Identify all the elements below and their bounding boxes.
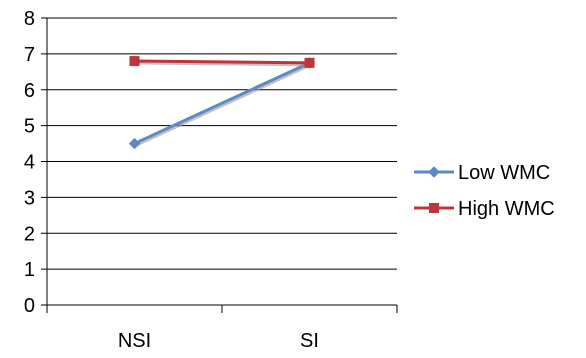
y-tick-labels: 0 1 2 3 4 5 6 7 8 <box>24 8 35 317</box>
series-line-low-wmc <box>133 61 311 145</box>
y-tick-label: 2 <box>24 223 35 245</box>
x-tick-label: SI <box>300 330 319 352</box>
data-point-high-wmc <box>129 56 140 67</box>
y-tick-label: 0 <box>24 295 35 317</box>
gridlines <box>47 17 397 270</box>
x-tick-labels: NSI SI <box>118 330 319 352</box>
series-line-high-wmc <box>134 59 310 65</box>
legend-swatch-marker <box>429 203 439 213</box>
y-tick-label: 5 <box>24 116 35 138</box>
y-tick-label: 7 <box>24 44 35 66</box>
axes <box>41 17 398 313</box>
y-tick-label: 3 <box>24 187 35 209</box>
legend-item-high-wmc: High WMC <box>414 198 555 220</box>
y-tick-label: 4 <box>24 152 35 174</box>
y-tick-label: 6 <box>24 80 35 102</box>
data-point-high-wmc <box>304 57 315 68</box>
series-shadow-high-wmc <box>135 61 311 67</box>
x-tick-label: NSI <box>118 330 151 352</box>
data-point-low-wmc <box>128 137 141 150</box>
series-lines <box>128 56 316 150</box>
legend-item-low-wmc: Low WMC <box>414 162 550 184</box>
legend-label: High WMC <box>458 198 555 220</box>
legend-swatch-marker <box>428 166 440 178</box>
series-shadow-low-wmc <box>134 63 312 147</box>
y-tick-label: 1 <box>24 259 35 281</box>
y-tick-label: 8 <box>24 8 35 30</box>
legend-label: Low WMC <box>458 162 550 184</box>
legend: Low WMC High WMC <box>414 162 555 220</box>
